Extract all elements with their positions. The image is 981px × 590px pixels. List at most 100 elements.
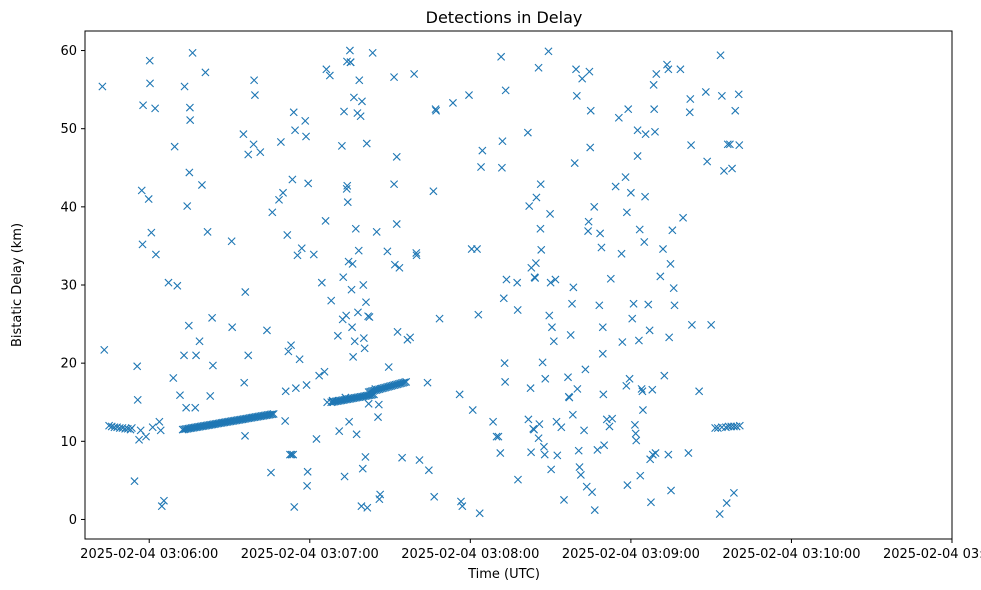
data-point (667, 486, 676, 495)
data-point (541, 374, 550, 383)
data-point (435, 314, 444, 323)
data-point (637, 384, 646, 393)
data-point (715, 510, 724, 518)
data-point (151, 250, 160, 259)
data-point (350, 337, 359, 346)
data-point (641, 192, 650, 201)
data-point (629, 299, 638, 308)
data-point (539, 442, 548, 451)
data-point (557, 423, 566, 432)
data-point (402, 377, 411, 386)
data-point (361, 452, 370, 461)
data-point (632, 436, 641, 445)
data-point (633, 126, 642, 135)
data-point (339, 273, 348, 282)
data-point (646, 455, 655, 464)
x-tick-label: 2025-02-04 03:11:00 (883, 547, 981, 562)
data-point (370, 386, 379, 395)
data-point (360, 344, 369, 353)
data-point (399, 378, 408, 387)
data-point (227, 237, 236, 246)
data-point (185, 168, 194, 177)
data-point (137, 186, 146, 195)
data-point (151, 104, 160, 113)
data-point (717, 423, 726, 432)
data-point (337, 141, 346, 150)
data-point (581, 365, 590, 374)
data-point (635, 225, 644, 234)
data-point (366, 387, 375, 396)
data-point (133, 362, 142, 371)
data-point (372, 227, 381, 236)
data-point (347, 285, 356, 294)
data-point (250, 76, 259, 85)
data-point (649, 80, 658, 89)
data-point (527, 448, 536, 457)
data-point (349, 352, 358, 361)
data-point (156, 426, 165, 435)
data-point (390, 260, 399, 269)
data-point (136, 426, 145, 435)
data-point (650, 105, 659, 114)
data-point (320, 367, 329, 376)
data-point (290, 502, 299, 511)
data-point (262, 326, 271, 335)
data-point (585, 67, 594, 76)
data-point (363, 503, 372, 512)
data-point (590, 202, 599, 211)
data-point (335, 427, 344, 436)
data-point (250, 91, 259, 100)
data-point (289, 108, 298, 117)
data-point (361, 298, 370, 307)
data-point (525, 202, 534, 211)
data-point (374, 413, 383, 422)
data-point (392, 152, 401, 161)
data-point (545, 311, 554, 320)
data-point (412, 248, 421, 257)
data-point (147, 228, 156, 237)
data-point (208, 313, 217, 322)
data-point (502, 275, 511, 284)
data-point (626, 188, 635, 197)
data-point (617, 249, 626, 258)
data-point (392, 220, 401, 229)
data-point (291, 384, 300, 393)
data-point (397, 379, 406, 388)
data-point (135, 435, 144, 444)
data-point (375, 385, 384, 394)
plot-frame (84, 30, 953, 540)
data-point (611, 182, 620, 191)
data-point (580, 426, 589, 435)
data-point (322, 65, 331, 74)
data-point (535, 420, 544, 429)
data-point (703, 157, 712, 166)
data-point (142, 432, 151, 441)
data-point (547, 323, 556, 332)
data-point (586, 143, 595, 152)
data-point (384, 382, 393, 391)
data-point (628, 314, 637, 323)
data-point (537, 245, 546, 254)
data-point (669, 284, 678, 293)
data-point (513, 278, 522, 287)
data-point (281, 387, 290, 396)
data-point (144, 195, 153, 204)
data-point (595, 301, 604, 310)
data-point (573, 384, 582, 393)
data-point (284, 347, 293, 356)
data-point (342, 311, 351, 320)
data-point (354, 246, 363, 255)
data-point (390, 73, 399, 82)
data-point (731, 106, 740, 115)
data-point (664, 450, 673, 459)
data-point (345, 46, 354, 55)
data-point (650, 127, 659, 136)
data-point (98, 82, 107, 91)
data-point (373, 385, 382, 394)
data-point (367, 387, 376, 396)
data-point (501, 86, 510, 95)
data-point (668, 226, 677, 235)
data-point (340, 107, 349, 116)
data-point (473, 245, 482, 254)
data-point (729, 488, 738, 497)
